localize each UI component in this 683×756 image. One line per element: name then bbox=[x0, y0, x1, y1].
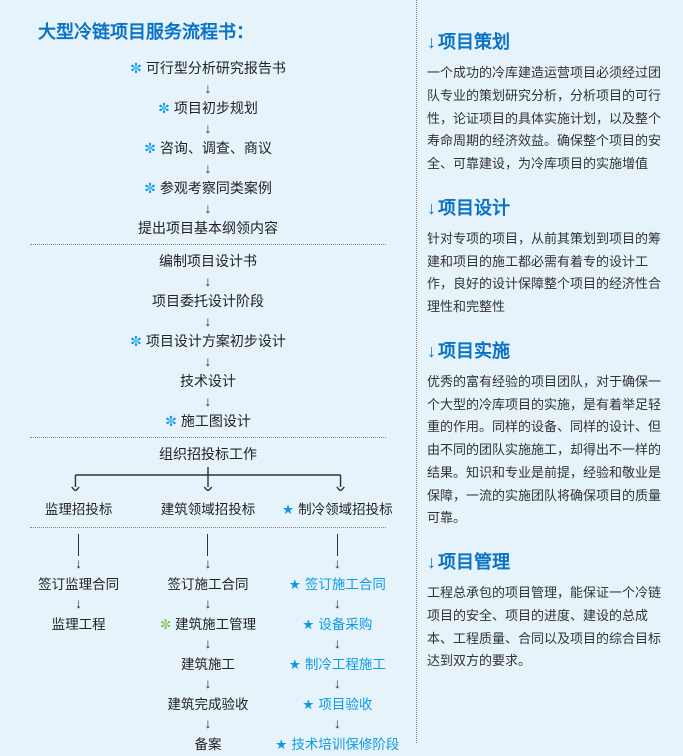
arrow-down-icon bbox=[10, 394, 406, 408]
flow-item: 设备采购 bbox=[275, 613, 400, 633]
flow-item: 编制项目设计书 bbox=[10, 251, 406, 271]
arrow-down-icon bbox=[10, 314, 406, 328]
flow-item: 签订施工合同 bbox=[275, 573, 400, 593]
flow-item: 技术设计 bbox=[10, 371, 406, 391]
flow-item: 咨询、调查、商议 bbox=[10, 138, 406, 158]
dotted-divider bbox=[30, 527, 386, 528]
bid-col-label: 监理招投标 bbox=[16, 498, 141, 518]
sections-panel: 项目策划 一个成功的冷库建造运营项目必须经过团队专业的策划研究分析，分析项目的可… bbox=[416, 0, 683, 743]
flow-item: 监理工程 bbox=[16, 613, 141, 633]
section-title: 项目管理 bbox=[427, 548, 665, 574]
dotted-divider bbox=[30, 437, 386, 438]
col-construction: ↓ 签订施工合同 建筑施工管理 建筑施工 建筑完成验收 备案 bbox=[143, 534, 272, 756]
arrow-down-icon bbox=[10, 201, 406, 215]
flow-item: 项目委托设计阶段 bbox=[10, 291, 406, 311]
section-body: 优秀的富有经验的项目团队，对于确保一个大型的冷库项目的实施，是有着举足轻重的作用… bbox=[427, 371, 665, 530]
arrow-down-icon bbox=[10, 161, 406, 175]
flow-item: 建筑完成验收 bbox=[145, 693, 270, 713]
section-title: 项目策划 bbox=[427, 28, 665, 54]
flow-item: 参观考察同类案例 bbox=[10, 178, 406, 198]
arrow-down-icon bbox=[145, 636, 270, 650]
flow-item: 提出项目基本纲领内容 bbox=[10, 218, 406, 238]
branch-connector bbox=[30, 467, 386, 491]
arrow-down-icon bbox=[145, 676, 270, 690]
arrow-down-icon bbox=[10, 81, 406, 95]
main-title: 大型冷链项目服务流程书： bbox=[10, 18, 406, 44]
phase1-list: 可行型分析研究报告书 项目初步规划 咨询、调查、商议 参观考察同类案例 提出项目… bbox=[10, 58, 406, 238]
bid-columns-header: 监理招投标 建筑领域招投标 制冷领域招投标 bbox=[10, 495, 406, 521]
arrow-down-icon bbox=[275, 716, 400, 730]
flow-item: 制冷工程施工 bbox=[275, 653, 400, 673]
col-refrigeration: ↓ 签订施工合同 设备采购 制冷工程施工 项目验收 技术培训保修阶段 bbox=[273, 534, 402, 756]
flow-item: 建筑施工 bbox=[145, 653, 270, 673]
section-body: 一个成功的冷库建造运营项目必须经过团队专业的策划研究分析，分析项目的可行性，论证… bbox=[427, 62, 665, 176]
arrow-down-icon bbox=[10, 121, 406, 135]
bid-header: 组织招投标工作 bbox=[10, 444, 406, 464]
flow-item: 签订施工合同 bbox=[145, 573, 270, 593]
flow-item: 建筑施工管理 bbox=[145, 613, 270, 633]
arrow-down-icon: ↓ bbox=[16, 534, 141, 570]
phase2-list: 编制项目设计书 项目委托设计阶段 项目设计方案初步设计 技术设计 施工图设计 bbox=[10, 251, 406, 431]
arrow-down-icon bbox=[10, 274, 406, 288]
bid-col-label: 制冷领域招投标 bbox=[275, 498, 400, 518]
arrow-down-icon: ↓ bbox=[275, 534, 400, 570]
section-title: 项目设计 bbox=[427, 194, 665, 220]
section-title: 项目实施 bbox=[427, 337, 665, 363]
section-body: 针对专项的项目，从前其策划到项目的筹建和项目的施工都必需有着专的设计工作，良好的… bbox=[427, 228, 665, 319]
arrow-down-icon bbox=[16, 596, 141, 610]
flow-item: 施工图设计 bbox=[10, 411, 406, 431]
flow-item: 可行型分析研究报告书 bbox=[10, 58, 406, 78]
bid-col-label: 建筑领域招投标 bbox=[145, 498, 270, 518]
arrow-down-icon bbox=[10, 354, 406, 368]
flow-item: 项目设计方案初步设计 bbox=[10, 331, 406, 351]
arrow-down-icon bbox=[275, 676, 400, 690]
flow-item: 项目初步规划 bbox=[10, 98, 406, 118]
section-body: 工程总承包的项目管理，能保证一个冷链项目的安全、项目的进度、建设的总成本、工程质… bbox=[427, 582, 665, 673]
dotted-divider bbox=[30, 244, 386, 245]
three-columns: ↓ 签订监理合同 监理工程 ↓ 签订施工合同 建筑施工管理 建筑施工 建筑完成验… bbox=[10, 534, 406, 756]
bid-header-block: 组织招投标工作 bbox=[10, 444, 406, 464]
arrow-down-icon: ↓ bbox=[145, 534, 270, 570]
col-supervision: ↓ 签订监理合同 监理工程 bbox=[14, 534, 143, 756]
flow-item: 技术培训保修阶段 bbox=[275, 733, 400, 753]
flow-item: 签订监理合同 bbox=[16, 573, 141, 593]
arrow-down-icon bbox=[145, 596, 270, 610]
flow-item: 备案 bbox=[145, 733, 270, 753]
branch-svg-icon bbox=[30, 467, 386, 491]
arrow-down-icon bbox=[275, 636, 400, 650]
arrow-down-icon bbox=[145, 716, 270, 730]
arrow-down-icon bbox=[275, 596, 400, 610]
flow-item: 项目验收 bbox=[275, 693, 400, 713]
flowchart-panel: 大型冷链项目服务流程书： 可行型分析研究报告书 项目初步规划 咨询、调查、商议 … bbox=[0, 0, 416, 743]
